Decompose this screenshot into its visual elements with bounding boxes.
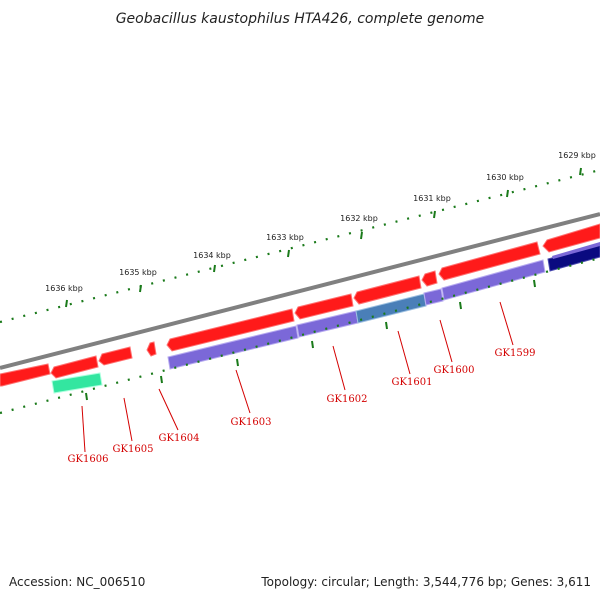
ruler-label: 1634 kbp xyxy=(193,251,231,260)
cds-arrow xyxy=(353,275,422,305)
cog-block xyxy=(167,325,299,370)
ruler-tick xyxy=(160,375,163,384)
ruler-label: 1636 kbp xyxy=(45,284,83,293)
genome-backbone xyxy=(0,212,600,370)
cog-block xyxy=(51,372,103,394)
cds-arrow xyxy=(438,241,541,281)
cog-track xyxy=(51,242,600,394)
leader-line xyxy=(439,319,453,363)
inner-ruler-dots xyxy=(0,256,600,415)
gene-label: GK1601 xyxy=(392,377,433,388)
ruler-tick xyxy=(533,279,536,288)
ruler-label: 1635 kbp xyxy=(119,268,157,277)
ruler-label: 1629 kbp xyxy=(558,151,596,160)
cds-arrow xyxy=(421,270,438,287)
cds-arrow xyxy=(98,346,133,366)
cds-arrow xyxy=(166,308,295,352)
ruler-tick xyxy=(433,210,436,219)
leader-line xyxy=(397,330,411,375)
label-leaders xyxy=(81,301,514,453)
cds-track xyxy=(0,223,600,387)
cds-arrow xyxy=(294,293,354,320)
ruler-tick xyxy=(85,392,88,401)
cds-arrow xyxy=(542,223,600,253)
gene-label: GK1604 xyxy=(159,433,200,444)
ruler-labels: 1636 kbp 1635 kbp 1634 kbp 1633 kbp 1632… xyxy=(45,151,596,293)
ruler-label: 1630 kbp xyxy=(486,173,524,182)
ruler-tick xyxy=(311,340,314,349)
cog-block xyxy=(423,288,444,306)
ruler-label: 1633 kbp xyxy=(266,233,304,242)
ruler-tick xyxy=(360,231,363,240)
ruler-tick xyxy=(506,189,509,198)
cds-arrow xyxy=(0,363,51,387)
leader-line xyxy=(158,388,179,431)
gene-label: GK1603 xyxy=(231,417,272,428)
leader-line xyxy=(332,345,346,391)
ruler-label: 1632 kbp xyxy=(340,214,378,223)
ruler-tick xyxy=(385,321,388,330)
leader-line xyxy=(81,405,86,453)
cog-block xyxy=(552,242,600,259)
gene-label: GK1606 xyxy=(68,454,109,465)
outer-ruler xyxy=(0,167,600,324)
gene-label: GK1602 xyxy=(327,394,368,405)
leader-line xyxy=(123,397,133,442)
gene-label: GK1599 xyxy=(495,348,536,359)
gene-label: GK1605 xyxy=(113,444,154,455)
ruler-tick xyxy=(213,264,216,273)
gene-label: GK1600 xyxy=(434,365,475,376)
accession-text: Accession: NC_006510 xyxy=(9,575,145,589)
ruler-tick xyxy=(236,358,239,367)
gene-labels: GK1606 GK1605 GK1604 GK1603 GK1602 GK160… xyxy=(68,348,536,465)
ruler-label: 1631 kbp xyxy=(413,194,451,203)
leader-line xyxy=(499,301,514,346)
ruler-tick xyxy=(65,299,68,308)
ruler-tick xyxy=(139,284,142,293)
ruler-tick xyxy=(579,167,582,176)
ruler-tick xyxy=(459,301,462,310)
cds-arrow xyxy=(50,355,99,379)
leader-line xyxy=(235,369,251,414)
cds-arrow xyxy=(146,341,157,357)
map-title: Geobacillus kaustophilus HTA426, complet… xyxy=(116,11,485,27)
cog-block xyxy=(441,259,546,301)
inner-ruler xyxy=(0,256,600,415)
outer-ruler-dots xyxy=(0,168,600,324)
ruler-tick xyxy=(287,249,290,258)
topology-text: Topology: circular; Length: 3,544,776 bp… xyxy=(260,575,591,589)
